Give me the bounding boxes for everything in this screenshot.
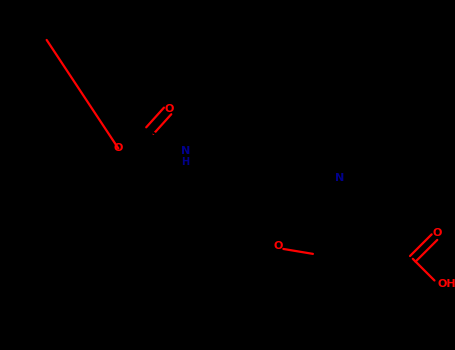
Text: O: O	[433, 228, 442, 238]
Text: O: O	[274, 241, 283, 251]
Text: O: O	[165, 104, 174, 114]
Text: N: N	[335, 173, 344, 183]
Text: N: N	[181, 146, 190, 156]
Text: O: O	[114, 144, 123, 153]
Text: OH: OH	[437, 279, 455, 289]
Text: H: H	[181, 157, 189, 167]
